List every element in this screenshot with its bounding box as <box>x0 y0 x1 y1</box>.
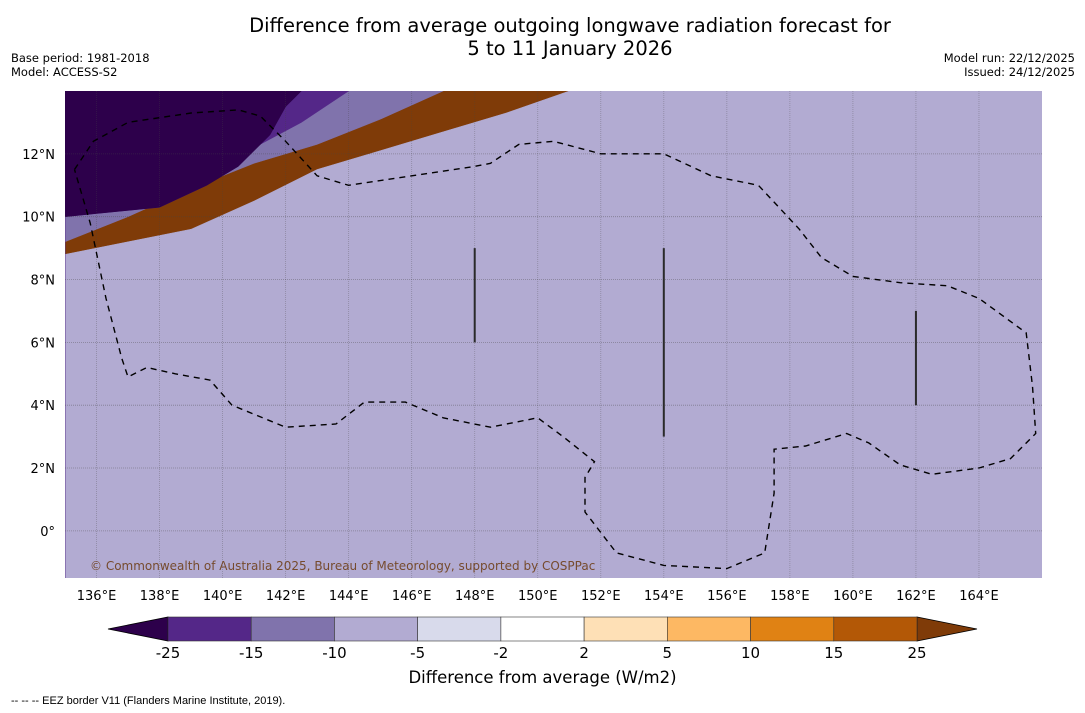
x-tick-label: 162°E <box>896 589 936 604</box>
y-tick-label: 12°N <box>22 148 55 163</box>
eez-footnote: -- -- -- EEZ border V11 (Flanders Marine… <box>11 695 286 707</box>
colorbar-segment <box>167 616 252 642</box>
colorbar-segment <box>417 616 502 642</box>
colorbar-tick-label: -25 <box>156 644 181 662</box>
y-tick-label: 2°N <box>31 462 56 477</box>
colorbar: -25 -15 -10 -5 -2 2 5 10 15 25 <box>107 616 978 662</box>
y-tick-label: 8°N <box>31 274 56 289</box>
x-tick-label: 164°E <box>959 589 999 604</box>
meta-right: Model run: 22/12/2025 Issued: 24/12/2025 <box>944 51 1075 79</box>
colorbar-tick-label: 10 <box>741 644 760 662</box>
title-line-2: 5 to 11 January 2026 <box>467 37 673 60</box>
x-tick-label: 160°E <box>833 589 873 604</box>
x-axis-ticks: 136°E 138°E 140°E 142°E 144°E 146°E 148°E 150°E… <box>77 589 999 604</box>
y-tick-label: 4°N <box>31 399 56 414</box>
colorbar-segment <box>750 616 835 642</box>
issued-date: Issued: 24/12/2025 <box>964 65 1075 79</box>
colorbar-extend-high <box>916 616 978 642</box>
colorbar-segment <box>833 616 918 642</box>
y-tick-label: 0° <box>40 525 55 540</box>
colorbar-tick-label: -15 <box>239 644 264 662</box>
colorbar-segment <box>250 616 335 642</box>
x-tick-label: 154°E <box>644 589 684 604</box>
colorbar-segment <box>583 616 668 642</box>
meta-left: Base period: 1981-2018 Model: ACCESS-S2 <box>11 51 150 79</box>
colorbar-extend-low <box>107 616 169 642</box>
colorbar-title: Difference from average (W/m2) <box>408 668 677 687</box>
x-tick-label: 150°E <box>518 589 558 604</box>
x-tick-label: 158°E <box>770 589 810 604</box>
colorbar-segment <box>334 616 418 642</box>
eez-border-line <box>73 109 1037 570</box>
model-run: Model run: 22/12/2025 <box>943 51 1075 65</box>
colorbar-tick-label: -2 <box>493 644 508 662</box>
contour-band <box>65 91 1042 578</box>
x-tick-label: 140°E <box>203 589 243 604</box>
colorbar-tick-label: 15 <box>824 644 843 662</box>
contour-bands <box>65 91 1042 578</box>
colorbar-tick-label: 2 <box>579 644 589 662</box>
colorbar-segment <box>500 616 585 642</box>
colorbar-segment <box>667 616 751 642</box>
x-tick-label: 142°E <box>266 589 306 604</box>
x-tick-label: 152°E <box>581 589 621 604</box>
contour-band <box>65 91 302 217</box>
x-tick-label: 144°E <box>329 589 369 604</box>
x-tick-label: 136°E <box>77 589 117 604</box>
x-tick-label: 138°E <box>140 589 180 604</box>
base-period: Base period: 1981-2018 <box>11 51 150 65</box>
y-tick-label: 6°N <box>31 336 56 351</box>
model-name: Model: ACCESS-S2 <box>11 65 118 79</box>
meridian-segments <box>473 248 917 437</box>
x-tick-label: 146°E <box>392 589 432 604</box>
title-line-1: Difference from average outgoing longwav… <box>249 14 891 37</box>
eez-borders <box>73 109 1037 570</box>
x-tick-label: 148°E <box>455 589 495 604</box>
colorbar-tick-label: 5 <box>663 644 673 662</box>
copyright-text: © Commonwealth of Australia 2025, Bureau… <box>90 559 595 573</box>
chart-title: Difference from average outgoing longwav… <box>0 14 1085 60</box>
y-tick-label: 10°N <box>22 211 55 226</box>
colorbar-tick-label: -5 <box>410 644 425 662</box>
x-tick-label: 156°E <box>707 589 747 604</box>
y-axis-ticks: 0° 2°N 4°N 6°N 8°N 10°N 12°N <box>22 148 55 540</box>
colorbar-tick-label: -10 <box>322 644 347 662</box>
colorbar-tick-label: 25 <box>907 644 926 662</box>
